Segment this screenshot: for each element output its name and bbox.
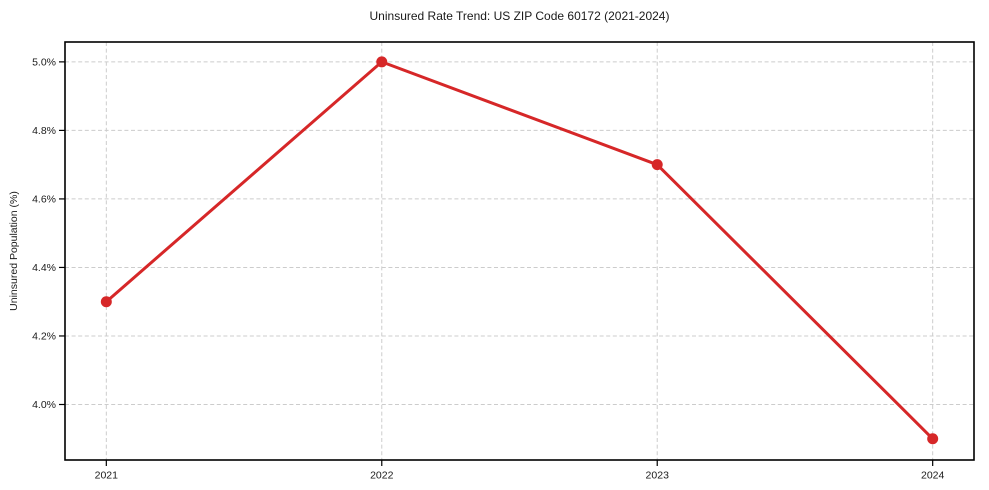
- y-tick-label: 4.8%: [32, 125, 56, 137]
- trend-line: [104, 60, 935, 441]
- y-tick-label: 4.4%: [32, 262, 56, 274]
- data-point-marker: [651, 159, 663, 171]
- y-tick-label: 4.6%: [32, 194, 56, 206]
- plot-frame: [64, 41, 975, 461]
- y-tick-label: 4.2%: [32, 331, 56, 343]
- y-tick-label: 5.0%: [32, 56, 56, 68]
- chart-title: Uninsured Rate Trend: US ZIP Code 60172 …: [369, 9, 670, 23]
- x-tick-label: 2023: [646, 470, 670, 482]
- data-point-marker: [376, 56, 388, 68]
- y-tick-label: 4.0%: [32, 399, 56, 411]
- data-point-marker: [100, 296, 112, 308]
- x-tick-label: 2021: [95, 470, 119, 482]
- x-tick-label: 2024: [921, 470, 945, 482]
- x-tick-label: 2022: [370, 470, 394, 482]
- data-point-marker: [927, 433, 939, 445]
